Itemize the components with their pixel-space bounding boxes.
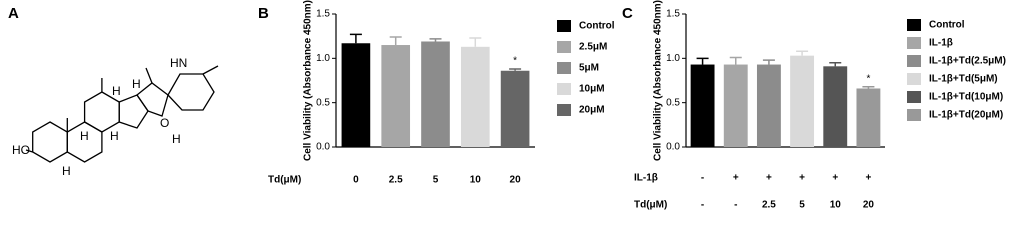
- y-tick-label: 1.0: [316, 53, 330, 64]
- x-tick-label: -: [701, 200, 704, 211]
- legend-swatch: [557, 62, 571, 74]
- y-tick-label: 0.0: [666, 142, 680, 153]
- legend-swatch: [907, 19, 921, 31]
- x-tick-label: -: [734, 200, 737, 211]
- atom-label: H: [172, 132, 181, 146]
- x-tick-label: +: [766, 173, 772, 184]
- legend-swatch: [907, 91, 921, 103]
- atom-label: HO: [12, 143, 30, 157]
- bar: [381, 45, 411, 147]
- x-tick-label: 20: [863, 200, 875, 211]
- legend-label: IL-1β: [929, 38, 953, 49]
- atom-label: HN: [170, 56, 187, 70]
- error-bar: [429, 38, 442, 42]
- x-tick-label: -: [701, 173, 704, 184]
- bar: [790, 55, 815, 147]
- x-tick-label: 2.5: [389, 175, 403, 186]
- bar: [690, 64, 715, 147]
- x-row-label: Td(μM): [268, 175, 301, 186]
- atom-label: H: [112, 84, 121, 98]
- x-tick-label: 5: [799, 200, 805, 211]
- legend-swatch: [557, 41, 571, 53]
- atom-label: H: [80, 129, 89, 143]
- bar: [723, 64, 748, 147]
- error-bar: [829, 62, 842, 67]
- x-tick-label: 0: [353, 175, 359, 186]
- x-tick-label: 2.5: [762, 200, 776, 211]
- legend-swatch: [907, 73, 921, 85]
- significance-mark: *: [866, 73, 870, 84]
- bar: [341, 43, 371, 148]
- y-tick-label: 1.5: [316, 9, 330, 20]
- figure: A B C HO H H H H H HN O H 0.00.51.01.5Ce…: [8, 0, 1006, 211]
- error-bar: [862, 85, 875, 89]
- y-axis-label: Cell Viability (Absorbance 450nm): [653, 0, 664, 161]
- error-bar: [796, 50, 809, 56]
- x-tick-label: 5: [433, 175, 439, 186]
- x-tick-label: 10: [830, 200, 842, 211]
- significance-mark: *: [513, 56, 517, 67]
- panel-label: B: [258, 5, 269, 22]
- error-bar: [469, 37, 482, 47]
- legend-label: IL-1β+Td(5μM): [929, 74, 998, 85]
- atom-label: H: [132, 77, 141, 91]
- error-bar: [729, 56, 742, 65]
- legend-swatch: [557, 104, 571, 116]
- legend-label: IL-1β+Td(10μM): [929, 92, 1003, 103]
- bar: [421, 41, 450, 148]
- x-tick-label: +: [733, 173, 739, 184]
- x-row-label: Td(μM): [634, 200, 667, 211]
- atom-label: H: [62, 164, 71, 178]
- legend-swatch: [907, 109, 921, 121]
- error-bar: [696, 57, 709, 65]
- legend-swatch: [557, 20, 571, 32]
- legend-label: 20μM: [579, 105, 605, 116]
- bar: [460, 46, 490, 147]
- bar: [823, 66, 848, 147]
- bar: [756, 64, 781, 147]
- panel-label: C: [622, 5, 633, 22]
- x-tick-label: +: [799, 173, 805, 184]
- error-bar: [762, 59, 775, 65]
- legend-label: IL-1β+Td(2.5μM): [929, 56, 1006, 67]
- atom-label: H: [110, 129, 119, 143]
- x-tick-label: +: [832, 173, 838, 184]
- y-tick-label: 1.0: [666, 53, 680, 64]
- legend-swatch: [907, 55, 921, 67]
- y-tick-label: 0.5: [316, 97, 330, 108]
- legend-label: 10μM: [579, 84, 605, 95]
- x-tick-label: 10: [470, 175, 482, 186]
- bar: [500, 70, 530, 147]
- legend-label: Control: [929, 20, 965, 31]
- chemical-structure: [25, 65, 219, 163]
- legend-label: 5μM: [579, 63, 599, 74]
- bar: [856, 88, 881, 147]
- legend-label: IL-1β+Td(20μM): [929, 110, 1003, 121]
- y-tick-label: 0.0: [316, 142, 330, 153]
- atom-label: O: [160, 116, 169, 130]
- x-tick-label: +: [865, 173, 871, 184]
- y-tick-label: 1.5: [666, 9, 680, 20]
- y-tick-label: 0.5: [666, 97, 680, 108]
- error-bar: [509, 68, 522, 71]
- legend-label: 2.5μM: [579, 42, 607, 53]
- x-row-label: IL-1β: [634, 173, 658, 184]
- y-axis-label: Cell Viability (Absorbance 450nm): [303, 0, 314, 161]
- x-tick-label: 20: [510, 175, 522, 186]
- error-bar: [349, 33, 362, 44]
- error-bar: [389, 36, 402, 46]
- legend-swatch: [557, 83, 571, 95]
- legend-swatch: [907, 37, 921, 49]
- panel-label: A: [8, 5, 19, 22]
- legend-label: Control: [579, 21, 615, 32]
